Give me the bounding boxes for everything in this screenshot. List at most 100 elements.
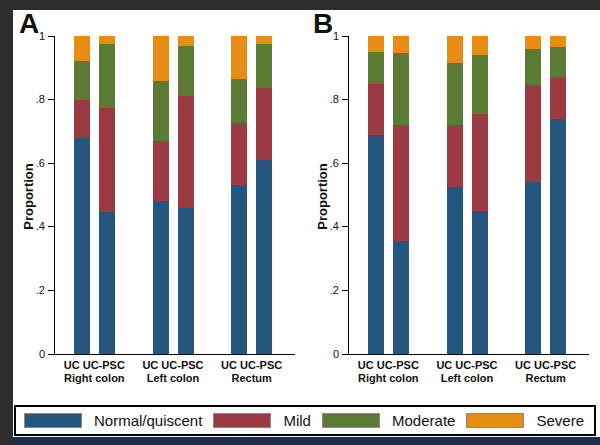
y-tick [48, 36, 54, 37]
stacked-bar [368, 36, 384, 354]
bar-segment [368, 52, 384, 84]
y-tick [48, 354, 54, 355]
bar-segment [393, 36, 409, 53]
y-axis-line [54, 36, 55, 354]
y-tick [48, 163, 54, 164]
panel-b: B Proportion 0.2.4.6.81UC UC-PSCRight co… [307, 10, 600, 406]
bar-segment [525, 36, 541, 49]
bar-segment [393, 125, 409, 241]
y-tick-label: .6 [19, 158, 45, 169]
bar-segment [153, 201, 169, 354]
stacked-bar [472, 36, 488, 354]
legend-label: Severe [536, 412, 584, 429]
y-tick [342, 36, 348, 37]
bar-segment [447, 187, 463, 354]
legend-swatch [24, 413, 82, 428]
bar-segment [153, 141, 169, 201]
bar-segment [550, 77, 566, 119]
legend-item: Mild [213, 412, 311, 429]
legend-item: Normal/quiscent [24, 412, 202, 429]
stacked-bar [256, 36, 272, 354]
bar-segment [153, 81, 169, 141]
bar-pair-labels: UC UC-PSC [55, 359, 134, 372]
bar-segment [231, 123, 247, 185]
stacked-bar [178, 36, 194, 354]
legend-swatch [213, 413, 271, 428]
bar-segment [74, 138, 90, 354]
group-label: Left colon [134, 372, 213, 385]
legend-label: Normal/quiscent [94, 412, 202, 429]
stacked-bar [525, 36, 541, 354]
y-tick-label: .2 [313, 285, 339, 296]
bar-segment [74, 61, 90, 100]
bar-segment [99, 36, 115, 44]
group-label: Rectum [506, 372, 585, 385]
bar-segment [256, 88, 272, 160]
y-axis-line [348, 36, 349, 354]
bar-segment [472, 36, 488, 55]
bar-segment [472, 55, 488, 114]
y-tick-label: 1 [313, 31, 339, 42]
bar-segment [525, 182, 541, 354]
plot-area-a: 0.2.4.6.81UC UC-PSCRight colonUC UC-PSCL… [55, 36, 291, 354]
bar-segment [99, 108, 115, 212]
bar-segment [368, 36, 384, 52]
bar-segment [178, 36, 194, 46]
bar-segment [178, 46, 194, 96]
bar-segment [231, 79, 247, 123]
y-tick-label: .8 [19, 94, 45, 105]
legend-swatch [322, 413, 380, 428]
bar-segment [368, 84, 384, 135]
stacked-bar [231, 36, 247, 354]
y-tick-label: 0 [313, 349, 339, 360]
figure-root: A Proportion 0.2.4.6.81UC UC-PSCRight co… [0, 0, 600, 445]
bar-segment [447, 125, 463, 187]
bar-segment [99, 212, 115, 354]
bar-segment [99, 44, 115, 108]
legend-label: Mild [283, 412, 311, 429]
legend-swatch [466, 413, 524, 428]
y-tick-label: .2 [19, 285, 45, 296]
y-tick-label: .6 [313, 158, 339, 169]
legend-item: Moderate [322, 412, 455, 429]
bar-pair-labels: UC UC-PSC [506, 359, 585, 372]
bar-pair-labels: UC UC-PSC [349, 359, 428, 372]
panel-a: A Proportion 0.2.4.6.81UC UC-PSCRight co… [13, 10, 306, 406]
bar-segment [178, 96, 194, 208]
y-tick-label: .4 [19, 221, 45, 232]
bar-pair-labels: UC UC-PSC [212, 359, 291, 372]
bar-segment [472, 114, 488, 211]
bar-segment [447, 63, 463, 125]
y-tick [342, 163, 348, 164]
y-tick-label: .4 [313, 221, 339, 232]
group-label: Rectum [212, 372, 291, 385]
stacked-bar [393, 36, 409, 354]
plot-area-b: 0.2.4.6.81UC UC-PSCRight colonUC UC-PSCL… [349, 36, 585, 354]
bar-segment [525, 85, 541, 182]
stacked-bar [550, 36, 566, 354]
bar-pair-labels: UC UC-PSC [134, 359, 213, 372]
y-tick [342, 226, 348, 227]
y-tick [48, 290, 54, 291]
bar-segment [550, 36, 566, 47]
bar-segment [393, 53, 409, 125]
bottom-strip [13, 437, 600, 445]
bar-segment [231, 185, 247, 354]
y-tick [48, 99, 54, 100]
bar-segment [256, 44, 272, 88]
y-tick [342, 290, 348, 291]
y-tick-label: 0 [19, 349, 45, 360]
legend-label: Moderate [392, 412, 455, 429]
bar-segment [256, 160, 272, 354]
bar-segment [550, 119, 566, 354]
bar-segment [550, 47, 566, 77]
group-label: Left colon [428, 372, 507, 385]
bar-segment [472, 211, 488, 354]
bar-pair-labels: UC UC-PSC [428, 359, 507, 372]
bar-segment [256, 36, 272, 44]
x-axis-line [49, 354, 295, 355]
y-tick-label: 1 [19, 31, 45, 42]
bar-segment [74, 36, 90, 61]
y-tick-label: .8 [313, 94, 339, 105]
bar-segment [153, 36, 169, 81]
